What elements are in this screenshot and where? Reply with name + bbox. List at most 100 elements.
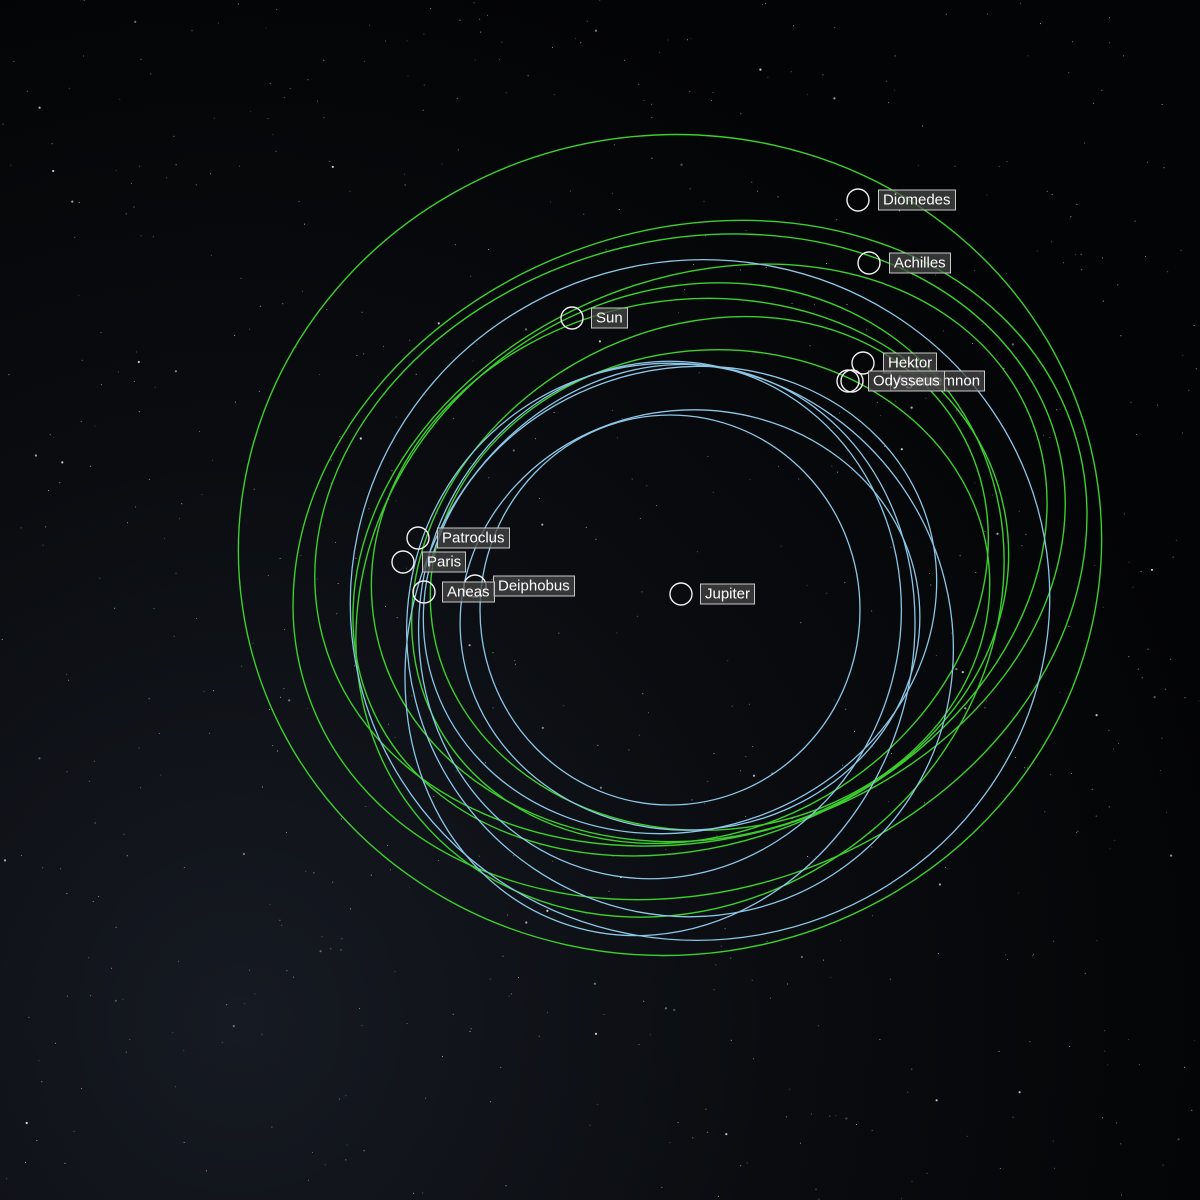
blue-orbits	[349, 259, 1051, 941]
star	[999, 1167, 1001, 1169]
body-label[interactable]: Sun	[591, 307, 628, 329]
body-marker[interactable]	[840, 369, 864, 393]
star	[455, 770, 457, 772]
body-marker[interactable]	[846, 188, 870, 212]
star	[1191, 1109, 1193, 1111]
body-label[interactable]: Aneas	[442, 581, 495, 603]
body-marker[interactable]	[406, 526, 430, 550]
star	[1180, 249, 1182, 251]
star	[1175, 539, 1177, 541]
star	[38, 1060, 40, 1062]
star	[269, 83, 271, 85]
star	[834, 26, 836, 28]
star	[842, 764, 844, 766]
star	[173, 635, 175, 637]
star	[175, 1086, 177, 1088]
star	[954, 165, 956, 167]
body-label[interactable]: Paris	[422, 551, 467, 573]
body-label[interactable]: Achilles	[889, 252, 951, 274]
body-label[interactable]: Diomedes	[878, 189, 956, 211]
body-marker[interactable]	[391, 550, 415, 574]
star	[114, 607, 116, 609]
star	[326, 309, 328, 311]
star	[241, 665, 243, 667]
star	[749, 479, 751, 481]
body-marker[interactable]	[836, 369, 860, 393]
star	[800, 622, 802, 624]
star	[836, 219, 838, 221]
star	[809, 345, 811, 347]
star	[1084, 972, 1086, 974]
star	[639, 518, 641, 519]
star	[454, 244, 456, 246]
star	[1156, 404, 1158, 406]
star	[646, 485, 648, 487]
star	[36, 1140, 38, 1141]
star	[633, 838, 635, 840]
body-label[interactable]: Hektor	[883, 352, 938, 374]
star	[1070, 216, 1072, 217]
star	[889, 978, 891, 980]
star	[589, 1124, 591, 1126]
star	[534, 438, 536, 440]
star	[1109, 848, 1111, 850]
star	[944, 866, 946, 868]
star	[457, 149, 459, 151]
star	[651, 117, 653, 119]
star	[277, 750, 278, 752]
star	[175, 164, 177, 166]
star	[1115, 1122, 1117, 1124]
star	[664, 1007, 668, 1010]
star	[49, 434, 51, 436]
star	[1127, 1039, 1129, 1040]
star	[751, 181, 753, 183]
star	[349, 190, 351, 192]
body-marker[interactable]	[412, 580, 436, 604]
star	[665, 848, 667, 850]
star	[406, 1023, 408, 1024]
star	[599, 786, 603, 789]
orbit	[410, 315, 990, 845]
star	[321, 936, 323, 938]
star	[164, 538, 165, 540]
star	[541, 726, 544, 730]
star	[172, 1032, 174, 1034]
star	[964, 707, 967, 710]
star	[140, 58, 142, 60]
star	[205, 1170, 207, 1172]
body-marker[interactable]	[669, 582, 693, 606]
star	[422, 1192, 424, 1194]
star	[1163, 167, 1165, 169]
star	[148, 698, 150, 700]
star	[833, 699, 835, 701]
star	[20, 855, 22, 857]
star	[282, 303, 284, 305]
star	[1068, 625, 1070, 627]
star	[1051, 241, 1052, 243]
star	[127, 522, 129, 524]
star	[317, 100, 318, 102]
star	[174, 370, 177, 373]
star	[684, 289, 686, 291]
star	[605, 249, 607, 251]
body-label[interactable]: Odysseus	[868, 370, 945, 392]
body-label[interactable]: Jupiter	[700, 583, 756, 605]
star	[94, 425, 96, 427]
star	[100, 384, 102, 386]
body-label[interactable]: Deiphobus	[493, 575, 575, 597]
body-label[interactable]: Patroclus	[437, 527, 510, 549]
star	[891, 753, 892, 755]
body-marker[interactable]	[560, 306, 584, 330]
body-marker[interactable]	[857, 251, 881, 275]
star	[594, 29, 598, 32]
star	[339, 436, 341, 438]
star	[552, 46, 553, 48]
body-marker[interactable]	[851, 351, 875, 375]
star	[1184, 1066, 1186, 1068]
star	[583, 213, 585, 215]
star	[1138, 1064, 1140, 1066]
star	[330, 459, 332, 461]
star	[100, 332, 102, 334]
star	[910, 406, 913, 409]
